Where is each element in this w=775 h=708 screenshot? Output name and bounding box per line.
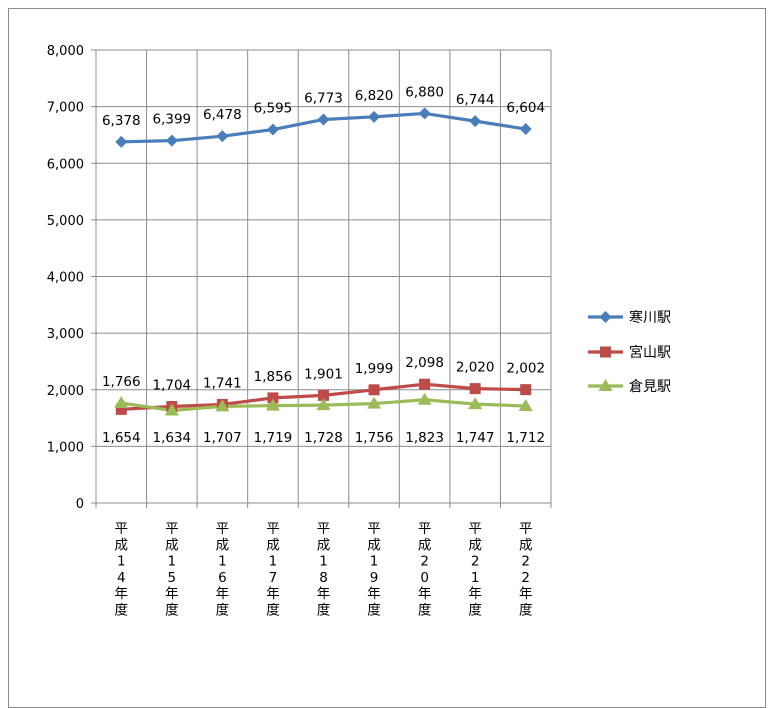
data-point: [368, 384, 380, 396]
data-point: [519, 123, 532, 136]
data-point: [164, 403, 179, 416]
chart-frame: [8, 8, 766, 708]
x-tick-label: 平成 1 5 年度: [165, 521, 179, 619]
data-point: [115, 403, 127, 415]
data-label: 1,654: [102, 430, 141, 446]
data-label: 1,747: [456, 430, 495, 446]
x-tick-label: 平成 1 7 年度: [266, 521, 280, 619]
y-tick-label: 5,000: [47, 214, 84, 229]
data-point: [317, 113, 330, 126]
data-label: 1,756: [355, 430, 394, 446]
line-chart: 0 1,000 2,000 3,000 4,000 5,000 6,000 7,000 8,00…: [47, 44, 671, 619]
data-label: 1,823: [405, 430, 444, 446]
x-tick-label: 平成 1 6 年度: [216, 521, 230, 619]
data-label: 1,728: [304, 430, 343, 446]
data-point: [518, 399, 533, 412]
x-tick-label: 平成 2 0 年度: [418, 521, 432, 619]
y-tick-label: 2,000: [47, 384, 84, 399]
series-markers: [114, 107, 533, 416]
legend-label: 宮山駅: [629, 345, 671, 361]
grid-lines: [96, 49, 552, 503]
x-tick-label: 平成 1 4 年度: [115, 521, 129, 619]
data-label: 6,378: [102, 113, 141, 129]
data-point: [318, 389, 329, 401]
y-tick-label: 3,000: [47, 327, 84, 342]
data-label: 2,098: [405, 355, 444, 371]
data-label: 6,820: [355, 88, 394, 104]
y-tick-label: 4,000: [47, 271, 84, 286]
data-point: [216, 130, 229, 143]
data-point: [316, 398, 331, 411]
data-label: 1,719: [254, 430, 293, 446]
y-tick-label: 0: [76, 497, 84, 512]
data-label: 1,712: [506, 430, 545, 446]
legend-label: 倉見駅: [629, 379, 671, 395]
data-label: 1,707: [203, 430, 242, 446]
data-point: [367, 396, 382, 409]
y-tick-labels: 0 1,000 2,000 3,000 4,000 5,000 6,000 7,000 8,00…: [47, 44, 84, 512]
axes: [91, 49, 552, 508]
x-tick-label: 平成 1 9 年度: [367, 521, 381, 619]
data-label: 6,604: [506, 100, 545, 116]
data-label: 1,766: [102, 374, 141, 390]
data-point: [114, 396, 129, 409]
data-label: 1,704: [153, 378, 192, 394]
data-label: 6,478: [203, 107, 242, 123]
x-tick-label: 平成 2 2 年度: [519, 521, 533, 619]
data-point: [267, 392, 279, 404]
y-tick-label: 6,000: [47, 157, 84, 172]
data-point: [165, 134, 178, 147]
data-point: [520, 384, 532, 396]
data-label: 1,999: [355, 361, 394, 377]
data-point: [215, 399, 230, 412]
legend-item: 宮山駅: [588, 345, 671, 361]
legend-label: 寒川駅: [629, 309, 671, 326]
data-point: [418, 107, 431, 120]
y-tick-label: 7,000: [47, 101, 84, 116]
x-tick-label: 平成 2 1 年度: [468, 521, 482, 619]
data-point: [266, 123, 279, 136]
data-label: 6,744: [456, 92, 495, 108]
data-point: [469, 383, 481, 395]
x-tick-label: 平成 1 8 年度: [317, 521, 331, 619]
x-tick-labels: 平成 1 4 年度 平成 1 5 年度 平成 1 6 年度 平成 1 7 年度 平成 1 8 年度 平成 1 9 年度 平成 2 0…: [115, 521, 533, 619]
data-label: 1,856: [254, 369, 293, 385]
y-tick-label: 1,000: [47, 440, 84, 455]
data-point: [469, 115, 482, 128]
data-label: 6,399: [153, 112, 192, 128]
legend-item: 寒川駅: [588, 309, 671, 326]
data-point: [468, 397, 483, 410]
data-label: 1,741: [203, 375, 242, 391]
data-label: 6,595: [254, 101, 293, 117]
data-label: 6,773: [304, 90, 343, 106]
data-label: 2,002: [506, 361, 545, 377]
data-point: [417, 392, 432, 405]
data-label: 2,020: [456, 360, 495, 376]
data-point: [115, 135, 128, 148]
data-label: 1,634: [153, 430, 192, 446]
legend-item: 倉見駅: [588, 379, 671, 395]
legend-marker: [599, 311, 612, 323]
data-label: 1,901: [304, 366, 343, 382]
legend-marker: [600, 346, 611, 358]
data-label: 6,880: [405, 84, 444, 100]
y-tick-label: 8,000: [47, 44, 84, 59]
data-labels: 6,378 6,399 6,478 6,595 6,773 6,820 6,880 6,744…: [102, 84, 545, 446]
legend-marker: [598, 379, 613, 391]
data-point: [265, 398, 280, 411]
data-point: [419, 378, 431, 390]
data-point: [368, 110, 381, 123]
